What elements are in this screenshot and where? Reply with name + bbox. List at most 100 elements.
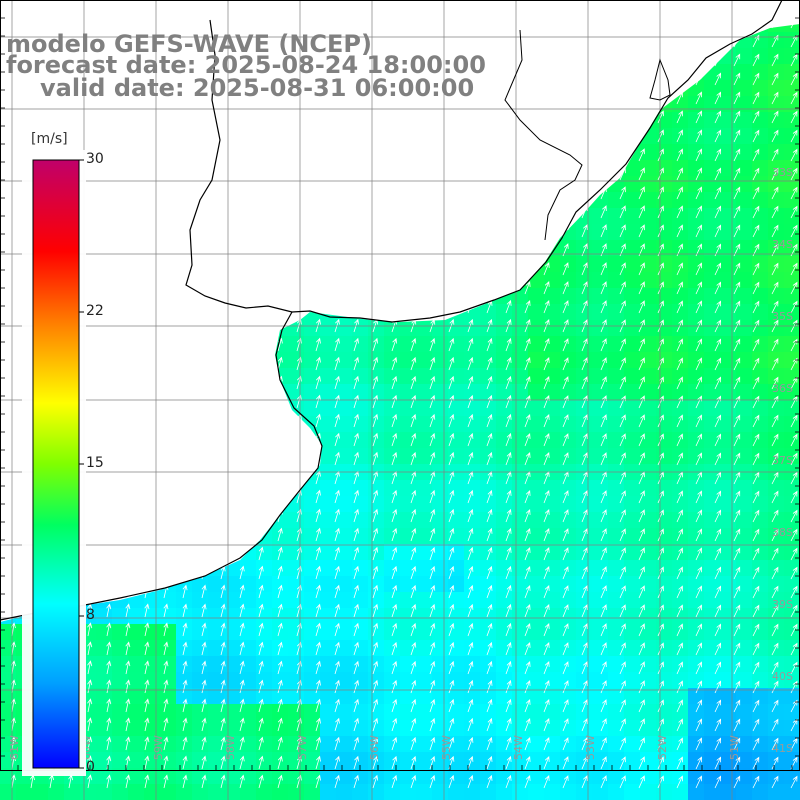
wind-arrow bbox=[87, 698, 93, 713]
wind-speed-cell bbox=[752, 624, 768, 640]
valid-date: valid date: 2025-08-31 06:00:00 bbox=[40, 74, 475, 102]
wind-speed-cell bbox=[320, 480, 336, 496]
wind-speed-cell bbox=[496, 704, 512, 720]
wind-speed-cell bbox=[112, 736, 128, 752]
wind-arrow bbox=[714, 148, 721, 162]
wind-speed-cell bbox=[544, 704, 560, 720]
wind-speed-cell bbox=[592, 352, 608, 368]
wind-arrow bbox=[657, 699, 664, 713]
wind-speed-cell bbox=[688, 448, 704, 464]
wind-speed-cell bbox=[624, 272, 640, 288]
wind-speed-cell bbox=[448, 752, 464, 768]
wind-speed-cell bbox=[608, 208, 624, 224]
wind-arrow bbox=[391, 584, 398, 599]
wind-arrow bbox=[429, 508, 436, 523]
wind-speed-cell bbox=[592, 224, 608, 240]
wind-speed-cell bbox=[304, 544, 320, 560]
wind-speed-cell bbox=[688, 416, 704, 432]
wind-arrow bbox=[391, 717, 398, 732]
wind-speed-cell bbox=[784, 784, 800, 800]
wind-arrow bbox=[695, 642, 702, 656]
wind-arrow bbox=[619, 452, 626, 466]
wind-speed-cell bbox=[688, 608, 704, 624]
wind-speed-cell bbox=[608, 272, 624, 288]
wind-speed-cell bbox=[688, 496, 704, 512]
longitude-labels: 61W 60W 59W 58W 57W 56W 55W 54W 53W 52W 51W bbox=[8, 735, 741, 760]
wind-speed-cell bbox=[576, 384, 592, 400]
latitude-label: 40S bbox=[772, 670, 793, 683]
wind-speed-cell bbox=[240, 704, 256, 720]
wind-speed-cell bbox=[272, 720, 288, 736]
wind-arrow bbox=[125, 755, 131, 770]
wind-speed-cell bbox=[64, 784, 80, 800]
wind-speed-cell bbox=[496, 672, 512, 688]
wind-speed-cell bbox=[624, 544, 640, 560]
wind-speed-cell bbox=[240, 640, 256, 656]
wind-speed-cell bbox=[608, 400, 624, 416]
wind-speed-cell bbox=[640, 144, 656, 160]
wind-speed-cell bbox=[720, 160, 736, 176]
wind-speed-cell bbox=[352, 608, 368, 624]
wind-speed-cell bbox=[704, 528, 720, 544]
wind-speed-cell bbox=[672, 752, 688, 768]
wind-speed-cell bbox=[592, 640, 608, 656]
wind-speed-cell bbox=[624, 208, 640, 224]
wind-speed-cell bbox=[464, 624, 480, 640]
wind-speed-cell bbox=[512, 400, 528, 416]
wind-speed-cell bbox=[416, 736, 432, 752]
wind-arrow bbox=[486, 603, 493, 618]
wind-arrow bbox=[486, 337, 493, 352]
wind-arrow bbox=[258, 622, 264, 637]
wind-arrow bbox=[695, 414, 702, 428]
wind-speed-cell bbox=[784, 688, 800, 704]
wind-speed-cell bbox=[640, 736, 656, 752]
wind-speed-cell bbox=[400, 416, 416, 432]
wind-speed-cell bbox=[624, 400, 640, 416]
wind-arrow bbox=[448, 622, 455, 637]
wind-speed-cell bbox=[208, 752, 224, 768]
wind-speed-cell bbox=[768, 128, 784, 144]
wind-speed-cell bbox=[480, 336, 496, 352]
wind-arrow bbox=[562, 395, 569, 409]
wind-arrow bbox=[676, 148, 683, 162]
wind-arrow bbox=[144, 774, 150, 789]
wind-speed-cell bbox=[608, 496, 624, 512]
wind-speed-cell bbox=[768, 384, 784, 400]
wind-speed-cell bbox=[736, 48, 752, 64]
wind-arrow bbox=[714, 186, 721, 200]
wind-arrow bbox=[353, 679, 359, 694]
wind-arrow bbox=[752, 623, 760, 637]
wind-speed-cell bbox=[768, 192, 784, 208]
wind-speed-cell bbox=[384, 512, 400, 528]
wind-speed-cell bbox=[304, 368, 320, 384]
wind-speed-cell bbox=[752, 752, 768, 768]
wind-speed-cell bbox=[672, 240, 688, 256]
wind-arrow bbox=[391, 356, 398, 371]
wind-speed-cell bbox=[752, 240, 768, 256]
wind-speed-cell bbox=[0, 704, 16, 720]
wind-arrow bbox=[619, 205, 626, 219]
wind-speed-cell bbox=[448, 672, 464, 688]
wind-arrow bbox=[714, 528, 721, 542]
wind-speed-cell bbox=[480, 384, 496, 400]
wind-arrow bbox=[391, 641, 398, 656]
wind-arrow bbox=[657, 129, 664, 143]
wind-speed-cell bbox=[208, 784, 224, 800]
wind-speed-cell bbox=[752, 96, 768, 112]
wind-arrow bbox=[486, 375, 493, 390]
wind-speed-cell bbox=[288, 368, 304, 384]
wind-speed-cell bbox=[496, 416, 512, 432]
wind-speed-cell bbox=[336, 688, 352, 704]
wind-speed-cell bbox=[304, 656, 320, 672]
wind-arrow bbox=[714, 452, 721, 466]
wind-arrow bbox=[144, 679, 150, 694]
wind-speed-cell bbox=[464, 672, 480, 688]
wind-arrow bbox=[638, 281, 645, 295]
wind-arrow bbox=[581, 661, 588, 675]
wind-speed-cell bbox=[432, 704, 448, 720]
wind-arrow bbox=[315, 337, 321, 352]
wind-speed-cell bbox=[48, 784, 64, 800]
wind-arrow bbox=[790, 376, 798, 390]
wind-arrow bbox=[239, 679, 245, 694]
wind-arrow bbox=[315, 508, 321, 523]
